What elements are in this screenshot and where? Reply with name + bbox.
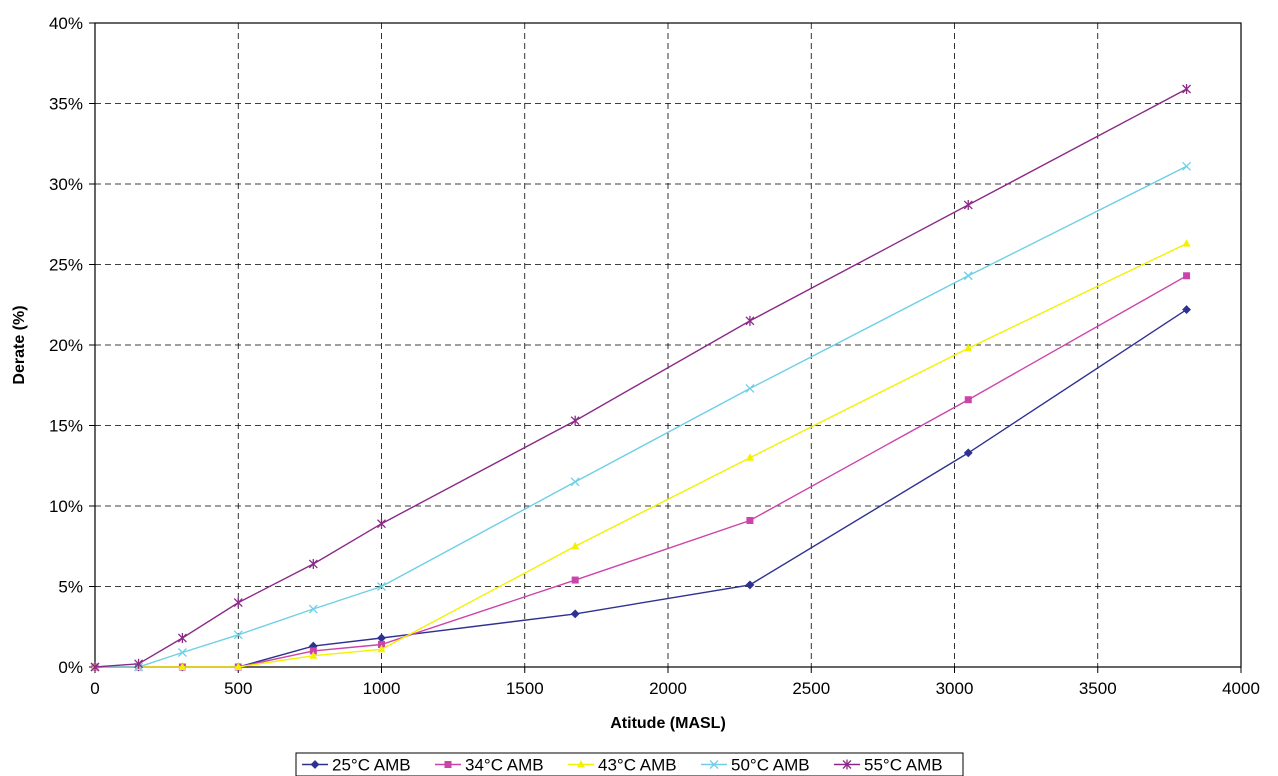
series-line — [95, 165, 1187, 668]
data-point — [571, 576, 579, 584]
x-tick-label: 500 — [224, 679, 252, 698]
legend-marker — [444, 761, 452, 768]
legend-label: 43°C AMB — [598, 756, 677, 775]
data-point — [178, 662, 187, 670]
data-point — [308, 604, 318, 614]
data-point — [234, 662, 243, 670]
legend-label: 50°C AMB — [731, 756, 810, 775]
legend-item: 34°C AMB — [435, 756, 544, 775]
data-point — [1182, 239, 1191, 247]
data-point — [745, 453, 754, 461]
data-point — [177, 633, 187, 644]
data-point — [570, 609, 580, 619]
legend-box — [295, 752, 964, 776]
data-point — [963, 271, 973, 281]
legend-label: 55°C AMB — [864, 756, 943, 775]
y-tick-label: 10% — [49, 497, 83, 516]
data-point — [570, 415, 580, 426]
legend-item: 55°C AMB — [834, 756, 943, 775]
data-point — [964, 396, 972, 404]
legend-item: 25°C AMB — [302, 756, 411, 775]
data-point — [377, 633, 386, 643]
y-tick-label: 30% — [49, 175, 83, 194]
data-point — [964, 343, 973, 352]
series-line — [95, 309, 1187, 668]
series-line — [94, 88, 1187, 668]
legend-marker — [577, 760, 585, 768]
data-point — [233, 597, 243, 608]
series-2 — [91, 272, 1191, 671]
series-5 — [90, 84, 1192, 672]
legend-item: 43°C AMB — [568, 756, 677, 775]
legend-item: 50°C AMB — [701, 756, 810, 775]
x-axis-title: Atitude (MASL) — [610, 715, 726, 732]
data-point — [377, 644, 386, 653]
data-point — [745, 315, 755, 326]
series-3 — [91, 239, 1191, 670]
y-axis-title: Derate (%) — [11, 305, 28, 384]
y-tick-label: 15% — [49, 417, 83, 436]
y-tick-label: 25% — [49, 256, 83, 275]
legend-marker — [310, 760, 320, 769]
y-tick-label: 40% — [49, 14, 83, 33]
data-point — [745, 580, 755, 590]
data-point — [745, 384, 755, 393]
data-point — [746, 516, 754, 524]
y-tick-label: 35% — [49, 95, 83, 114]
x-tick-label: 4000 — [1222, 679, 1260, 698]
series-layer — [90, 84, 1192, 672]
data-point — [308, 558, 318, 569]
data-point — [177, 648, 187, 657]
data-point — [309, 651, 318, 659]
data-point — [1182, 305, 1191, 315]
x-tick-label: 1500 — [506, 679, 544, 698]
series-1 — [90, 305, 1191, 672]
data-point — [90, 662, 100, 672]
x-tick-label: 0 — [90, 679, 99, 698]
legend-marker — [709, 760, 719, 769]
x-tick-label: 2500 — [792, 679, 830, 698]
data-point — [1182, 161, 1192, 171]
legend: 25°C AMB 34°C AMB 43°C AMB 50°C AMB 55°C AMB — [295, 752, 964, 776]
x-tick-label: 1000 — [363, 679, 401, 698]
data-point — [571, 541, 580, 550]
data-point — [134, 658, 144, 669]
legend-label: 25°C AMB — [332, 756, 411, 775]
series-line — [95, 242, 1187, 668]
data-point — [378, 640, 385, 648]
data-point — [233, 630, 243, 640]
x-tick-label: 3000 — [936, 679, 974, 698]
data-point — [963, 448, 973, 458]
data-point — [570, 477, 580, 487]
axis-ticks: 0% 5% 10% 15% 20% 25% 30% 35% 40% 0 500 1000 1500 200… — [49, 14, 1260, 698]
x-tick-label: 3500 — [1079, 679, 1117, 698]
series-4 — [90, 161, 1192, 672]
legend-marker — [842, 759, 852, 770]
data-point — [1182, 84, 1192, 95]
data-point — [377, 582, 386, 591]
y-tick-label: 0% — [58, 658, 83, 677]
data-point — [377, 518, 386, 529]
x-tick-label: 2000 — [649, 679, 687, 698]
series-line — [95, 275, 1187, 668]
legend-label: 34°C AMB — [465, 756, 544, 775]
data-point — [1183, 272, 1191, 280]
data-point — [309, 647, 317, 655]
data-point — [963, 199, 973, 210]
y-tick-label: 5% — [58, 578, 83, 597]
y-tick-label: 20% — [49, 336, 83, 355]
grid-lines — [95, 23, 1241, 667]
